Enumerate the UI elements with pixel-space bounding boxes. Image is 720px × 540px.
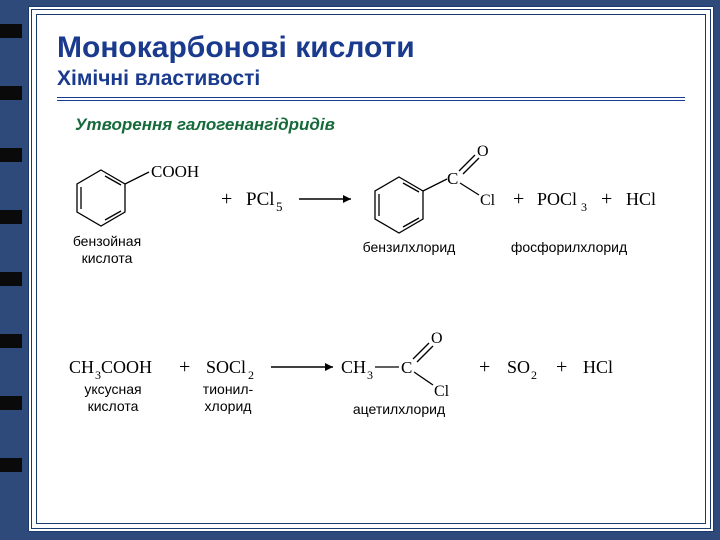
slide-spiral-markers bbox=[0, 0, 28, 540]
svg-text:+: + bbox=[479, 356, 490, 378]
spiral-marker bbox=[0, 86, 22, 100]
svg-text:+: + bbox=[179, 356, 190, 378]
label-phosphoryl-chloride: фосфорилхлорид bbox=[509, 239, 629, 256]
title-divider bbox=[57, 97, 685, 101]
spiral-marker bbox=[0, 458, 22, 472]
svg-text:SO: SO bbox=[507, 357, 530, 377]
svg-text:2: 2 bbox=[248, 368, 254, 382]
svg-text:COOH: COOH bbox=[151, 162, 199, 181]
svg-text:C: C bbox=[447, 169, 458, 188]
svg-text:3: 3 bbox=[581, 200, 587, 214]
svg-text:C: C bbox=[401, 358, 412, 377]
svg-text:O: O bbox=[431, 330, 443, 347]
svg-text:+: + bbox=[513, 188, 524, 210]
svg-text:PCl: PCl bbox=[246, 189, 275, 210]
section-heading: Утворення галогенангідридів bbox=[75, 115, 685, 135]
svg-text:O: O bbox=[477, 143, 489, 160]
svg-text:SOCl: SOCl bbox=[206, 357, 246, 377]
svg-text:Cl: Cl bbox=[434, 383, 450, 400]
svg-text:5: 5 bbox=[276, 199, 283, 214]
svg-text:CH: CH bbox=[341, 357, 366, 377]
spiral-marker bbox=[0, 272, 22, 286]
chemistry-svg: COOH + PCl 5 C bbox=[61, 143, 681, 493]
spiral-marker bbox=[0, 396, 22, 410]
svg-text:POCl: POCl bbox=[537, 189, 577, 209]
svg-text:+: + bbox=[221, 188, 232, 210]
svg-text:+: + bbox=[556, 356, 567, 378]
svg-text:HCl: HCl bbox=[583, 357, 613, 377]
label-benzyl-chloride: бензилхлорид bbox=[359, 239, 459, 256]
slide-subtitle: Хімічні властивості bbox=[57, 67, 685, 91]
svg-text:CH: CH bbox=[69, 357, 94, 377]
reaction-diagram: COOH + PCl 5 C bbox=[61, 143, 681, 493]
svg-text:+: + bbox=[601, 188, 612, 210]
svg-text:HCl: HCl bbox=[626, 189, 656, 209]
label-acetyl-chloride: ацетилхлорид bbox=[349, 401, 449, 418]
spiral-marker bbox=[0, 210, 22, 224]
label-acetic-acid: уксуснаякислота bbox=[73, 381, 153, 415]
svg-text:Cl: Cl bbox=[480, 192, 496, 209]
label-thionyl-chloride: тионил-хлорид bbox=[193, 381, 263, 415]
slide-title: Монокарбонові кислоти bbox=[57, 31, 685, 65]
spiral-marker bbox=[0, 148, 22, 162]
slide-content: Монокарбонові кислоти Хімічні властивост… bbox=[36, 14, 706, 524]
slide-frame: Монокарбонові кислоти Хімічні властивост… bbox=[28, 6, 714, 532]
svg-text:3: 3 bbox=[367, 368, 373, 382]
svg-text:COOH: COOH bbox=[101, 357, 152, 377]
svg-text:2: 2 bbox=[531, 368, 537, 382]
spiral-marker bbox=[0, 334, 22, 348]
spiral-marker bbox=[0, 24, 22, 38]
label-benzoic-acid: бензойнаякислота bbox=[67, 233, 147, 267]
